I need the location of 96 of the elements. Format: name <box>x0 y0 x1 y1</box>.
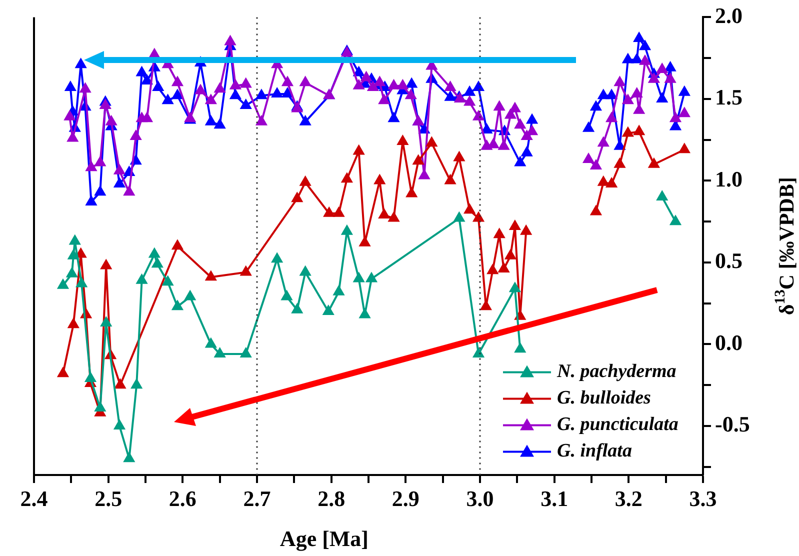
x-tick-label: 2.6 <box>168 486 196 511</box>
point <box>509 282 521 292</box>
point <box>378 208 390 219</box>
point <box>614 158 626 168</box>
point <box>396 134 408 145</box>
point <box>606 177 618 188</box>
x-tick-label: 2.4 <box>20 486 48 511</box>
y-tick-label: 1.5 <box>715 84 742 110</box>
point <box>504 249 516 260</box>
y-tick-label: 2.0 <box>715 2 742 28</box>
point <box>453 151 465 162</box>
point <box>426 136 438 147</box>
point <box>205 270 217 281</box>
point <box>359 308 370 318</box>
point <box>353 272 365 282</box>
legend-label: G. inflata <box>557 440 632 462</box>
point <box>648 158 660 168</box>
point <box>520 224 532 235</box>
y-tick-label: -0.5 <box>715 412 750 437</box>
point <box>136 274 148 284</box>
point <box>172 300 184 310</box>
point <box>281 290 292 300</box>
point <box>184 290 196 300</box>
point <box>68 318 80 328</box>
point <box>84 372 96 382</box>
point <box>68 249 80 260</box>
point <box>498 262 510 272</box>
point <box>633 125 645 136</box>
point <box>333 285 344 296</box>
point <box>494 228 506 238</box>
point <box>205 338 217 348</box>
point <box>57 278 69 289</box>
y-tick-label: 0.5 <box>715 248 742 274</box>
y-axis-title: δ13C [‰VPDB] <box>772 177 798 316</box>
point <box>590 205 602 216</box>
point <box>240 348 252 358</box>
x-tick-label: 2.8 <box>318 486 346 511</box>
point <box>353 144 365 155</box>
point <box>130 378 142 389</box>
legend-label: N. pachyderma <box>556 361 677 382</box>
point <box>388 212 400 222</box>
point <box>323 206 335 217</box>
legend-label: G. puncticulata <box>557 414 679 436</box>
point <box>412 154 424 165</box>
point <box>472 212 484 222</box>
point <box>374 174 386 184</box>
point <box>622 126 634 137</box>
point <box>322 305 334 315</box>
point <box>162 276 174 286</box>
point <box>341 224 353 235</box>
x-tick-label: 3.1 <box>540 486 568 511</box>
x-tick-label: 2.9 <box>392 486 420 511</box>
x-tick-label: 3.0 <box>466 486 494 511</box>
legend-label: G. bulloides <box>557 388 651 409</box>
x-tick-label: 3.3 <box>689 486 717 511</box>
point <box>172 240 184 250</box>
point <box>240 266 252 276</box>
point <box>271 252 283 263</box>
x-tick-label: 2.5 <box>94 486 122 511</box>
point <box>100 316 112 326</box>
point <box>366 272 378 282</box>
point <box>509 220 521 230</box>
x-tick-label: 3.2 <box>614 486 642 511</box>
point <box>678 143 690 154</box>
point <box>300 176 312 186</box>
point <box>114 419 126 430</box>
point <box>148 248 160 258</box>
point <box>670 215 682 226</box>
point <box>656 190 668 201</box>
point <box>333 206 344 217</box>
point <box>453 212 465 222</box>
point <box>94 401 106 412</box>
point <box>300 266 312 276</box>
point <box>464 204 476 214</box>
point <box>341 172 353 183</box>
point <box>123 452 135 462</box>
point <box>444 174 456 184</box>
point <box>514 342 526 353</box>
point <box>486 264 498 274</box>
point <box>214 348 226 358</box>
point <box>406 187 418 198</box>
point <box>472 348 484 358</box>
point <box>291 192 303 202</box>
point <box>57 367 69 378</box>
y-tick-label: 1.0 <box>715 166 742 192</box>
point <box>291 303 303 314</box>
point <box>69 234 81 245</box>
point <box>100 259 112 270</box>
point <box>76 277 88 288</box>
point <box>480 300 492 310</box>
y-tick-label: 0.0 <box>715 330 742 355</box>
x-axis-title: Age [Ma] <box>280 526 369 551</box>
point <box>114 378 126 389</box>
point <box>152 258 164 268</box>
point <box>66 267 78 278</box>
x-tick-label: 2.7 <box>243 486 271 511</box>
